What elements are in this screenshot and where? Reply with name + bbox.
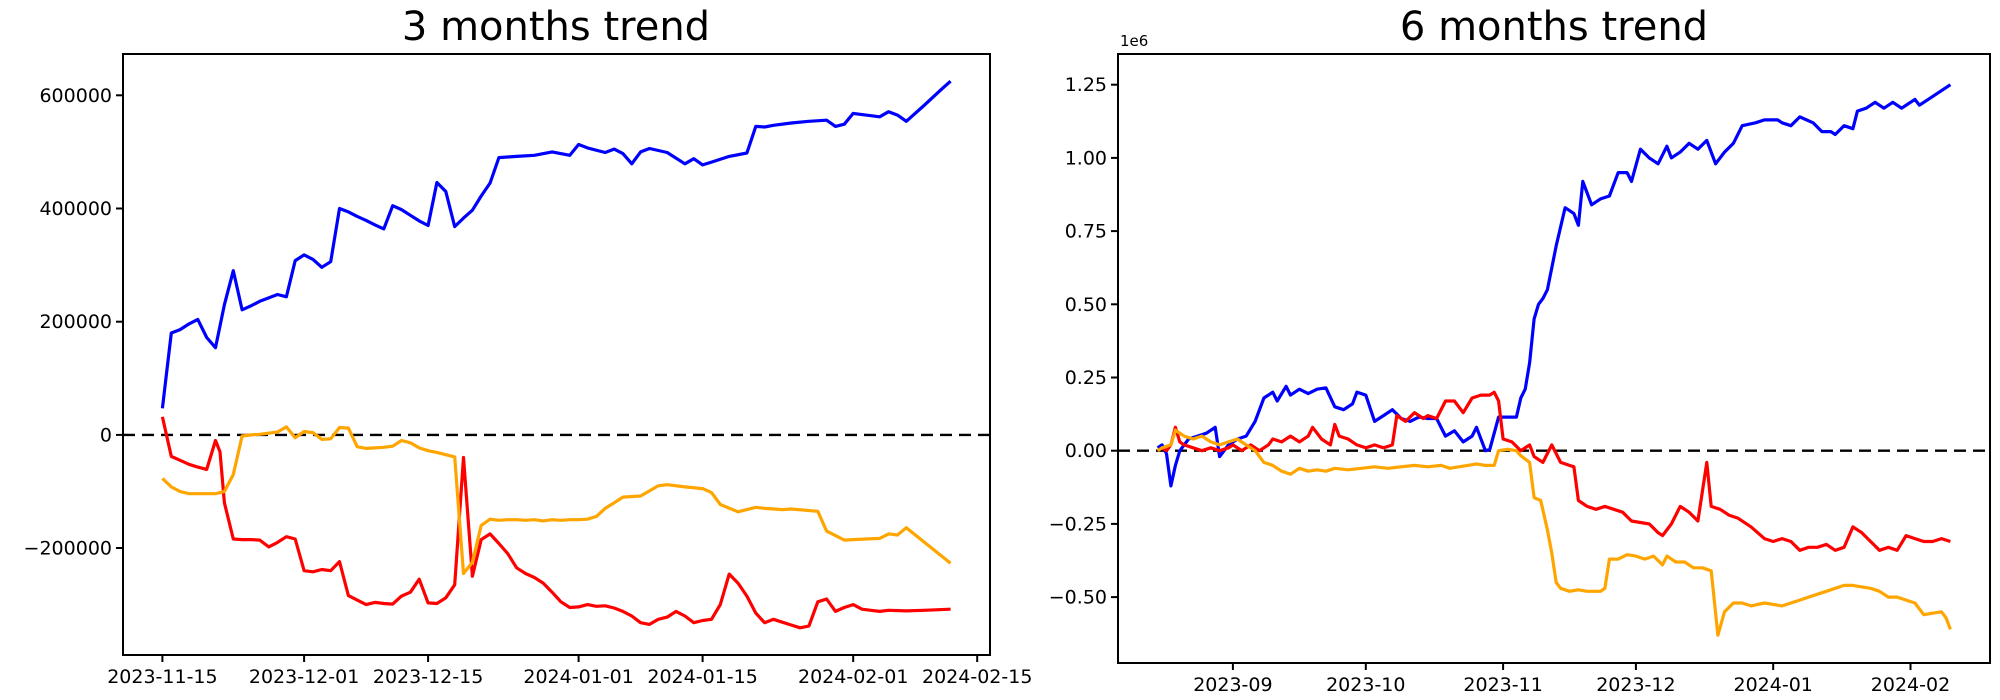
x-tick-label: 2023-09 — [1193, 674, 1272, 696]
x-tick-label: 2023-11 — [1463, 674, 1542, 696]
y-tick-label: −200000 — [24, 538, 112, 560]
x-tick-label: 2023-12-15 — [373, 666, 483, 688]
x-tick-label: 2024-02-01 — [798, 666, 908, 688]
x-tick-label: 2024-01-01 — [523, 666, 633, 688]
series-red-line — [1156, 390, 1951, 552]
plot-border — [122, 53, 991, 656]
y-axis-offset-label: 1e6 — [1120, 32, 1148, 50]
series-blue-line — [1156, 83, 1952, 488]
x-tick-label: 2024-02 — [1871, 674, 1950, 696]
y-tick-label: 0.00 — [1065, 440, 1107, 462]
chart-6-months-trend: 6 months trend 1e6 2023-09 2023-10 2023-11… — [1049, 4, 1991, 696]
y-tick-label: 1.00 — [1065, 147, 1107, 169]
plot-border — [1117, 53, 1991, 664]
series-group — [1156, 83, 1952, 637]
x-tick-label: 2023-12-01 — [249, 666, 359, 688]
y-tick-label: 600000 — [39, 85, 112, 107]
chart-title-left: 3 months trend — [402, 4, 710, 50]
series-group — [160, 80, 952, 630]
x-tick-label: 2023-11-15 — [107, 666, 217, 688]
y-tick-label: 0.25 — [1065, 367, 1107, 389]
y-tick-label: 200000 — [39, 311, 112, 333]
x-tick-label: 2024-02-15 — [922, 666, 1032, 688]
y-tick-label: 1.25 — [1065, 74, 1107, 96]
x-tick-label: 2024-01 — [1734, 674, 1813, 696]
x-tick-label: 2024-01-15 — [647, 666, 757, 688]
y-tick-label: 400000 — [39, 198, 112, 220]
series-blue-line — [160, 80, 952, 409]
y-tick-label: −0.50 — [1049, 587, 1107, 609]
series-orange-line — [161, 425, 952, 576]
y-tick-label: 0.50 — [1065, 294, 1107, 316]
chart-3-months-trend: 3 months trend 2023-11-15 2023-12-01 2023-… — [24, 4, 1033, 688]
series-red-line — [160, 416, 951, 630]
x-tick-label: 2023-10 — [1326, 674, 1405, 696]
series-orange-line — [1156, 428, 1952, 637]
x-tick-label: 2023-12 — [1596, 674, 1675, 696]
y-tick-label: 0 — [100, 424, 112, 446]
y-tick-label: 0.75 — [1065, 221, 1107, 243]
chart-title-right: 6 months trend — [1400, 4, 1708, 50]
y-tick-label: −0.25 — [1049, 513, 1107, 535]
